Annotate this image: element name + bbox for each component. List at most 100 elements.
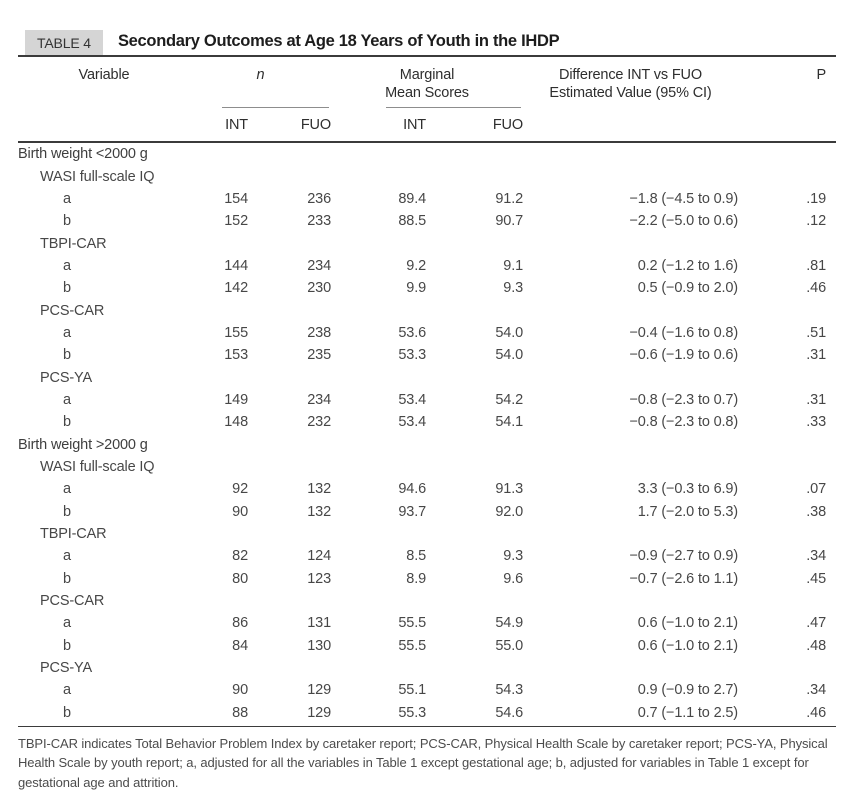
table-row: b 80 123 8.9 9.6 −0.7 (−2.6 to 1.1) .45 [18,568,836,590]
n-fuo-value: 123 [307,570,331,587]
row-label: Birth weight >2000 g [18,436,148,453]
marginal-fuo-value: 9.3 [503,548,523,565]
table-row: b 90 132 93.7 92.0 1.7 (−2.0 to 5.3) .38 [18,501,836,523]
n-int-value: 80 [232,570,248,587]
p-value: .38 [806,503,826,520]
n-int-value: 84 [232,637,248,654]
marginal-group-rule [386,107,521,108]
difference-value: −0.8 (−2.3 to 0.8) [629,414,738,431]
table-row: a 144 234 9.2 9.1 0.2 (−1.2 to 1.6) .81 [18,255,836,277]
table-row: PCS-YA [18,366,836,388]
p-value: .45 [806,570,826,587]
row-label: Birth weight <2000 g [18,146,148,163]
marginal-int-value: 55.1 [398,682,426,699]
marginal-fuo-value: 54.6 [495,704,523,721]
row-label: a [63,324,71,341]
difference-value: 0.5 (−0.9 to 2.0) [637,280,738,297]
n-fuo-value: 130 [307,637,331,654]
table-row: WASI full-scale IQ [18,165,836,187]
difference-value: 0.7 (−1.1 to 2.5) [637,704,738,721]
n-int-value: 90 [232,682,248,699]
table-row: a 155 238 53.6 54.0 −0.4 (−1.6 to 0.8) .… [18,322,836,344]
p-value: .81 [806,257,826,274]
n-fuo-value: 236 [307,190,331,207]
row-label: b [63,347,71,364]
table-row: TBPI-CAR [18,232,836,254]
p-value: .46 [806,704,826,721]
marginal-int-value: 9.2 [406,257,426,274]
table-row: PCS-YA [18,657,836,679]
row-label: WASI full-scale IQ [40,458,155,475]
marginal-int-value: 8.5 [406,548,426,565]
n-int-value: 153 [224,347,248,364]
subheader-n-int: INT [225,116,248,133]
marginal-int-value: 55.5 [398,615,426,632]
n-int-value: 88 [232,704,248,721]
marginal-fuo-value: 91.2 [495,190,523,207]
n-int-value: 152 [224,213,248,230]
p-value: .31 [806,391,826,408]
subheader-marginal-fuo: FUO [492,116,523,133]
row-label: PCS-YA [40,660,93,677]
marginal-fuo-value: 54.1 [495,414,523,431]
row-label: a [63,548,71,565]
row-label: a [63,615,71,632]
table-row: a 92 132 94.6 91.3 3.3 (−0.3 to 6.9) .07 [18,478,836,500]
row-label: b [63,213,71,230]
marginal-int-value: 53.3 [398,347,426,364]
column-group-p: P [738,57,836,141]
column-header-n: n [256,67,265,83]
table-row: b 153 235 53.3 54.0 −0.6 (−1.9 to 0.6) .… [18,344,836,366]
marginal-fuo-value: 54.9 [495,615,523,632]
table-row: WASI full-scale IQ [18,456,836,478]
table-row: Birth weight >2000 g [18,433,836,455]
column-group-variable: Variable [18,57,190,141]
marginal-fuo-value: 54.3 [495,682,523,699]
column-header-p: P [816,67,826,83]
difference-value: 3.3 (−0.3 to 6.9) [637,481,738,498]
p-value: .12 [806,213,826,230]
n-int-value: 149 [224,391,248,408]
n-int-value: 92 [232,481,248,498]
column-group-n: n INT FUO [190,57,331,141]
difference-value: 0.6 (−1.0 to 2.1) [637,615,738,632]
n-fuo-value: 129 [307,704,331,721]
table-row: b 148 232 53.4 54.1 −0.8 (−2.3 to 0.8) .… [18,411,836,433]
table-row: a 90 129 55.1 54.3 0.9 (−0.9 to 2.7) .34 [18,679,836,701]
p-value: .51 [806,324,826,341]
difference-header-line1: Difference INT vs FUO [559,67,702,83]
marginal-fuo-value: 54.0 [495,347,523,364]
marginal-int-value: 8.9 [406,570,426,587]
row-label: a [63,190,71,207]
marginal-int-value: 89.4 [398,190,426,207]
row-label: b [63,503,71,520]
n-int-value: 82 [232,548,248,565]
table-caption: TABLE 4 Secondary Outcomes at Age 18 Yea… [18,30,836,57]
marginal-int-value: 9.9 [406,280,426,297]
column-header-variable: Variable [78,67,130,83]
n-fuo-value: 234 [307,391,331,408]
p-value: .33 [806,414,826,431]
difference-value: −2.2 (−5.0 to 0.6) [629,213,738,230]
row-label: a [63,391,71,408]
table-row: PCS-CAR [18,590,836,612]
p-value: .19 [806,190,826,207]
marginal-int-value: 94.6 [398,481,426,498]
p-value: .48 [806,637,826,654]
difference-value: −0.8 (−2.3 to 0.7) [629,391,738,408]
n-fuo-value: 131 [307,615,331,632]
row-label: b [63,570,71,587]
n-int-value: 86 [232,615,248,632]
p-value: .34 [806,548,826,565]
marginal-int-value: 53.4 [398,391,426,408]
marginal-fuo-value: 9.3 [503,280,523,297]
row-label: b [63,637,71,654]
column-group-marginal: Marginal Mean Scores INT FUO [331,57,523,141]
row-label: a [63,257,71,274]
row-label: b [63,280,71,297]
p-value: .46 [806,280,826,297]
subheader-marginal-int: INT [403,116,426,133]
p-value: .34 [806,682,826,699]
row-label: a [63,481,71,498]
table-row: b 142 230 9.9 9.3 0.5 (−0.9 to 2.0) .46 [18,277,836,299]
